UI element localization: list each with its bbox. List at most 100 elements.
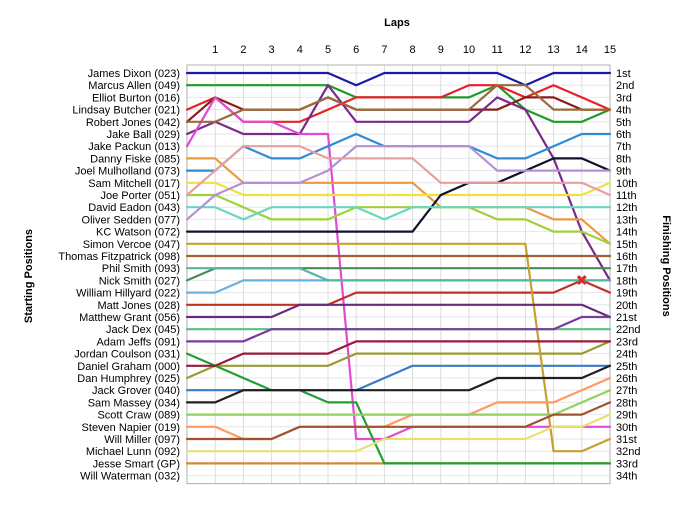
finishing-position-label: 29th xyxy=(616,410,637,422)
finishing-position-label: 12th xyxy=(616,202,637,214)
starting-position-label: Nick Smith (027) xyxy=(99,275,180,287)
x-tick-label: 10 xyxy=(463,44,475,56)
finishing-position-label: 3rd xyxy=(616,92,632,104)
x-tick-label: 12 xyxy=(519,44,531,56)
finishing-position-label: 22nd xyxy=(616,324,640,336)
finishing-position-label: 25th xyxy=(616,361,637,373)
x-tick-label: 11 xyxy=(491,44,502,56)
finishing-position-label: 9th xyxy=(616,166,631,178)
finishing-position-label: 18th xyxy=(616,275,637,287)
finishing-position-label: 10th xyxy=(616,178,637,190)
finishing-position-label: 14th xyxy=(616,227,637,239)
x-tick-labels: 1 2 3 4 5 6 7 8 9 10 11 12 13 14 15 xyxy=(212,44,616,56)
x-tick-label: 14 xyxy=(576,44,588,56)
series-line xyxy=(185,145,612,221)
y-axis-label-right: Finishing Positions xyxy=(660,215,672,316)
series-line xyxy=(185,96,612,441)
starting-position-label: Will Waterman (032) xyxy=(80,471,180,483)
starting-position-label: James Dixon (023) xyxy=(88,68,180,80)
starting-position-label: Matt Jones (028) xyxy=(97,300,180,312)
starting-position-label: Jake Packun (013) xyxy=(88,141,180,153)
finishing-position-label: 1st xyxy=(616,68,631,80)
finishing-position-label: 30th xyxy=(616,422,637,434)
starting-position-label: Oliver Sedden (077) xyxy=(82,214,180,226)
series-line xyxy=(185,389,612,416)
x-tick-label: 8 xyxy=(410,44,416,56)
plot-frame xyxy=(186,64,611,485)
starting-position-label: Robert Jones (042) xyxy=(86,117,180,129)
x-tick-label: 3 xyxy=(269,44,275,56)
finishing-position-label: 19th xyxy=(616,288,637,300)
finishing-position-label: 11th xyxy=(616,190,637,202)
starting-position-label: Adam Jeffs (091) xyxy=(96,336,180,348)
starting-position-label: Jesse Smart (GP) xyxy=(93,458,180,470)
finishing-position-label: 31st xyxy=(616,434,637,446)
x-tick-label: 7 xyxy=(381,44,387,56)
starting-position-label: Simon Vercoe (047) xyxy=(83,239,180,251)
finishing-position-labels: 1st2nd3rd4th5th6th7th8th9th10th11th12th1… xyxy=(616,68,640,483)
series-line xyxy=(185,84,612,282)
starting-position-label: Dan Humphrey (025) xyxy=(77,373,180,385)
starting-position-label: Sam Mitchell (017) xyxy=(88,178,180,190)
series-line xyxy=(185,279,612,306)
x-tick-label: 6 xyxy=(353,44,359,56)
series-line xyxy=(185,364,612,404)
finishing-position-label: 2nd xyxy=(616,80,634,92)
series-line xyxy=(185,267,612,282)
finishing-position-label: 23rd xyxy=(616,336,638,348)
starting-position-label: Daniel Graham (000) xyxy=(77,361,180,373)
starting-position-label: Jake Ball (029) xyxy=(107,129,180,141)
x-tick-label: 13 xyxy=(547,44,559,56)
series-line xyxy=(185,352,612,465)
x-tick-label: 4 xyxy=(297,44,303,56)
finishing-position-label: 5th xyxy=(616,117,631,129)
finishing-position-label: 21st xyxy=(616,312,637,324)
series-line xyxy=(185,303,612,319)
retired-marker: ✖ xyxy=(576,271,589,289)
series-lines xyxy=(185,71,612,465)
finishing-position-label: 6th xyxy=(616,129,631,141)
starting-position-label: Matthew Grant (056) xyxy=(79,312,180,324)
series-line xyxy=(185,242,612,453)
series-line xyxy=(185,145,612,197)
starting-position-labels: James Dixon (023)Marcus Allen (049)Ellio… xyxy=(58,68,180,483)
starting-position-label: Will Miller (097) xyxy=(104,434,180,446)
series-line xyxy=(185,157,612,233)
starting-position-label: Joe Porter (051) xyxy=(101,190,180,202)
starting-position-label: Jack Grover (040) xyxy=(92,385,180,397)
starting-position-label: Jordan Coulson (031) xyxy=(74,349,180,361)
finishing-position-label: 17th xyxy=(616,263,637,275)
finishing-position-label: 15th xyxy=(616,239,637,251)
x-tick-label: 15 xyxy=(604,44,616,56)
starting-position-label: Jack Dex (045) xyxy=(106,324,180,336)
starting-position-label: Lindsay Butcher (021) xyxy=(72,105,180,117)
finishing-position-label: 34th xyxy=(616,471,637,483)
starting-position-label: David Eadon (043) xyxy=(88,202,180,214)
series-line xyxy=(185,84,612,123)
markers: ✖ xyxy=(576,271,589,289)
x-tick-label: 9 xyxy=(438,44,444,56)
starting-position-label: Marcus Allen (049) xyxy=(88,80,180,92)
finishing-position-label: 4th xyxy=(616,105,631,117)
series-line xyxy=(185,413,612,453)
starting-position-label: Scott Craw (089) xyxy=(97,410,180,422)
finishing-position-label: 8th xyxy=(616,153,631,165)
chart-title: Laps xyxy=(384,17,410,29)
starting-position-label: Elliot Burton (016) xyxy=(92,92,180,104)
finishing-position-label: 16th xyxy=(616,251,637,263)
starting-position-label: Joel Mulholland (073) xyxy=(75,166,180,178)
starting-position-label: Steven Napier (019) xyxy=(82,422,180,434)
series-line xyxy=(185,71,612,87)
starting-position-label: Thomas Fitzpatrick (098) xyxy=(58,251,180,263)
finishing-position-label: 24th xyxy=(616,349,637,361)
starting-position-label: Phil Smith (093) xyxy=(102,263,180,275)
series-line xyxy=(185,340,612,367)
finishing-position-label: 28th xyxy=(616,397,637,409)
finishing-position-label: 13th xyxy=(616,214,637,226)
starting-position-label: KC Watson (072) xyxy=(96,227,180,239)
y-axis-label-left: Starting Positions xyxy=(23,229,35,323)
x-tick-label: 1 xyxy=(212,44,218,56)
finishing-position-label: 33rd xyxy=(616,458,638,470)
starting-position-label: Michael Lunn (092) xyxy=(86,446,180,458)
